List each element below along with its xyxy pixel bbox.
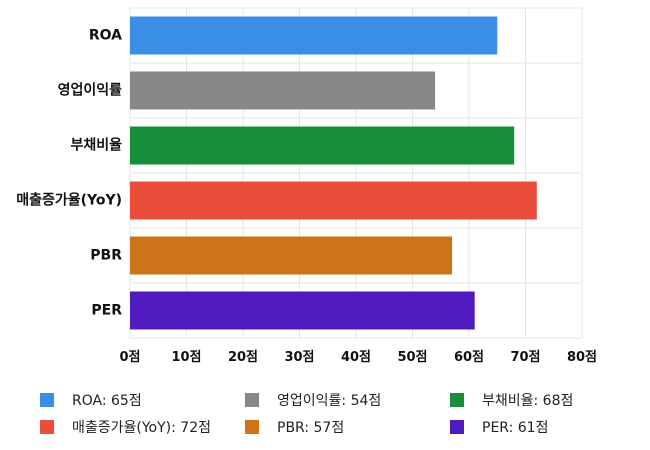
- bar-0: [130, 16, 498, 55]
- legend-swatch-1: [245, 393, 259, 407]
- category-label-5: PER: [91, 303, 122, 319]
- x-tick-label-2: 20점: [228, 350, 258, 365]
- legend-swatch-5: [450, 420, 464, 434]
- category-label-2: 부채비율: [70, 137, 122, 154]
- category-label-4: PBR: [90, 248, 122, 264]
- x-tick-label-5: 50점: [397, 350, 427, 365]
- x-tick-label-0: 0점: [119, 350, 140, 365]
- bar-2: [130, 126, 515, 165]
- legend-item-3: 매출증가율(YoY): 72점: [40, 417, 211, 437]
- x-tick-label-6: 60점: [454, 350, 484, 365]
- legend-item-2: 부채비율: 68점: [450, 390, 573, 410]
- legend-label-1: 영업이익률: 54점: [277, 393, 382, 409]
- legend-item-1: 영업이익률: 54점: [245, 390, 381, 410]
- x-tick-label-7: 70점: [510, 350, 540, 365]
- bar-5: [130, 291, 475, 330]
- x-tick-label-3: 30점: [284, 350, 314, 365]
- x-tick-label-8: 80점: [567, 350, 597, 365]
- category-label-1: 영업이익률: [58, 82, 123, 99]
- bars: [130, 16, 537, 330]
- legend-swatch-2: [450, 393, 464, 407]
- legend-label-2: 부채비율: 68점: [482, 393, 574, 409]
- legend-swatch-0: [40, 393, 54, 407]
- legend-label-4: PBR: 57점: [277, 420, 345, 436]
- legend-item-5: PER: 61점: [450, 417, 548, 437]
- legend-label-5: PER: 61점: [482, 420, 549, 436]
- legend-swatch-3: [40, 420, 54, 434]
- x-tick-label-4: 40점: [341, 350, 371, 365]
- x-tick-label-1: 10점: [171, 350, 201, 365]
- legend-item-0: ROA: 65점: [40, 390, 142, 410]
- legend-swatch-4: [245, 420, 259, 434]
- category-label-3: 매출증가율(YoY): [16, 192, 122, 209]
- legend-label-3: 매출증가율(YoY): 72점: [72, 420, 211, 436]
- category-label-0: ROA: [89, 28, 122, 44]
- bar-4: [130, 236, 453, 275]
- legend-label-0: ROA: 65점: [72, 393, 142, 409]
- bar-1: [130, 71, 436, 110]
- x-tick-labels: 0점 10점 20점 30점 40점 50점 60점 70점 80점: [119, 350, 597, 365]
- bar-3: [130, 181, 537, 220]
- legend-item-4: PBR: 57점: [245, 417, 344, 437]
- grid-lines: [129, 7, 583, 339]
